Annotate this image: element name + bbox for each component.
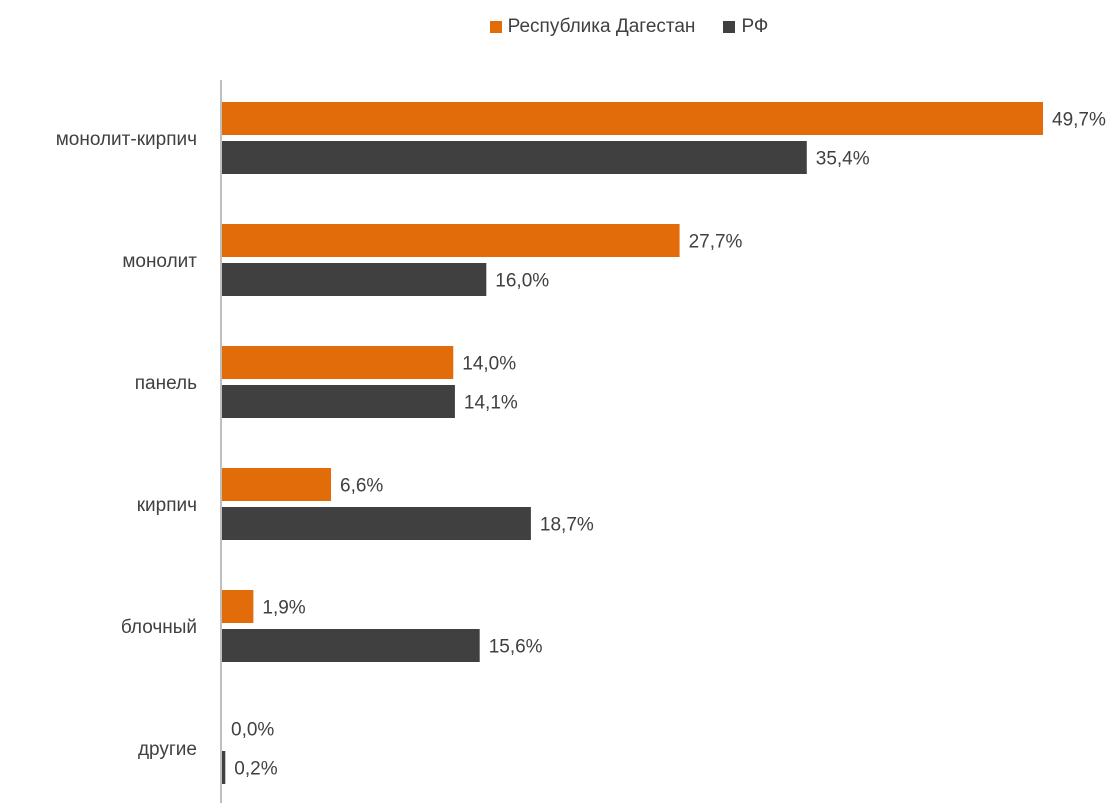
- data-label: 0,0%: [231, 720, 274, 741]
- data-label: 16,0%: [495, 271, 549, 292]
- data-label: 1,9%: [262, 598, 305, 619]
- bar-rf: [222, 507, 531, 540]
- category-label: блочный: [121, 617, 197, 638]
- legend-item-dagestan: Республика Дагестан: [489, 16, 696, 38]
- bar-dagestan: [222, 102, 1043, 135]
- legend: Республика Дагестан РФ: [0, 16, 1118, 38]
- data-label: 15,6%: [489, 637, 543, 658]
- legend-item-rf: РФ: [723, 16, 768, 38]
- bar-dagestan: [222, 590, 254, 623]
- legend-label-rf: РФ: [741, 16, 769, 37]
- bar-rf: [222, 751, 226, 784]
- data-label: 49,7%: [1052, 110, 1106, 131]
- bar-dagestan: [222, 346, 454, 379]
- data-label: 14,0%: [462, 354, 516, 375]
- category-label: монолит: [122, 251, 197, 272]
- bar-rf: [222, 141, 807, 174]
- data-label: 27,7%: [689, 232, 743, 253]
- legend-swatch-rf: [723, 21, 736, 33]
- legend-label-dagestan: Республика Дагестан: [507, 16, 696, 37]
- bar-dagestan: [222, 468, 332, 501]
- bar-rf: [222, 263, 487, 296]
- legend-swatch-dagestan: [489, 21, 502, 33]
- data-label: 0,2%: [234, 759, 277, 780]
- category-label: монолит-кирпич: [56, 129, 197, 150]
- data-label: 18,7%: [540, 515, 594, 536]
- data-label: 6,6%: [340, 476, 383, 497]
- bar-dagestan: [222, 224, 680, 257]
- bar-rf: [222, 385, 455, 418]
- category-label: кирпич: [137, 495, 197, 516]
- category-label: другие: [138, 739, 197, 760]
- bar-rf: [222, 629, 480, 662]
- category-label: панель: [135, 373, 197, 394]
- data-label: 14,1%: [464, 393, 518, 414]
- data-label: 35,4%: [816, 149, 870, 170]
